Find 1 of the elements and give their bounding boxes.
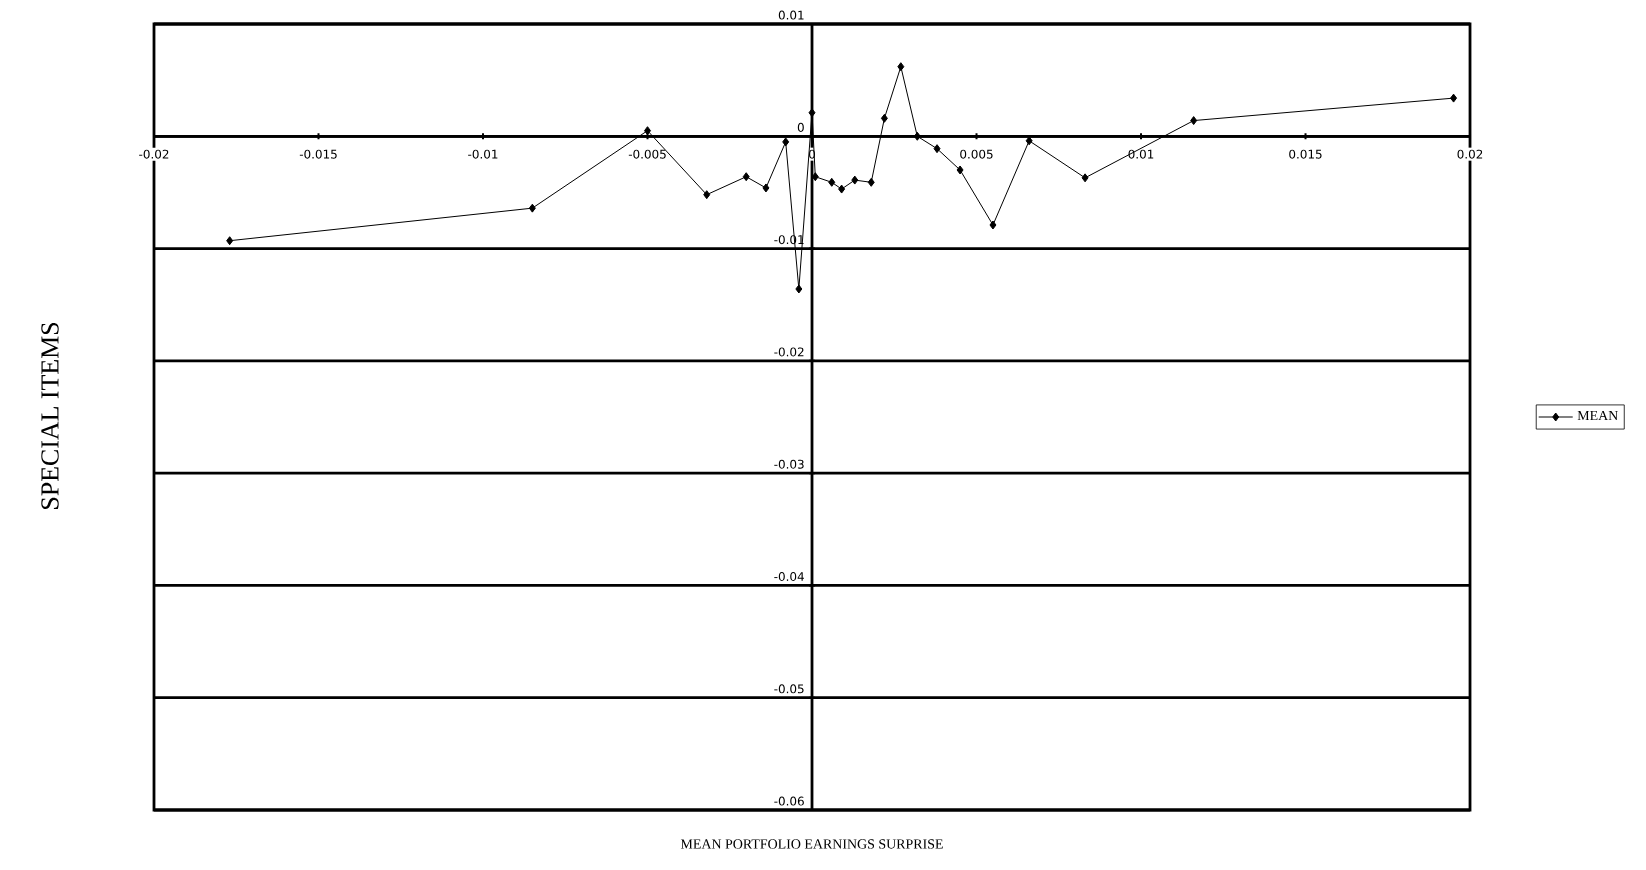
y-axis-title: SPECIAL ITEMS: [41, 322, 59, 509]
